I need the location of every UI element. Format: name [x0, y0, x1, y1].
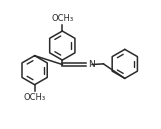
Text: OCH₃: OCH₃ [24, 93, 46, 102]
Text: OCH₃: OCH₃ [51, 14, 73, 23]
Text: N: N [88, 60, 95, 69]
